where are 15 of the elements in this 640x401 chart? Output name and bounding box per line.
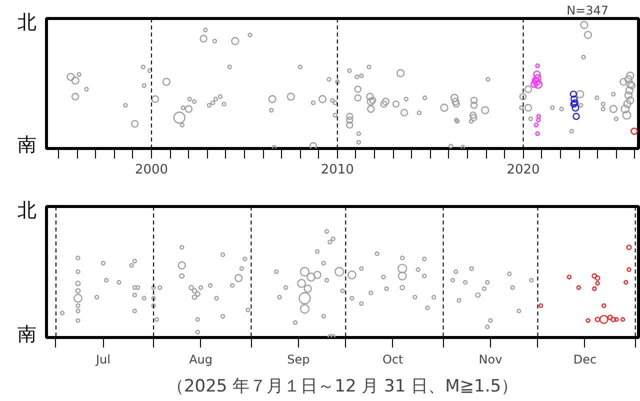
x-tick-label: Oct: [382, 352, 404, 366]
text: （2025 年７月１日～12 月 31 日、M≧1.5）: [166, 376, 518, 396]
x-tick-label: 2010: [320, 162, 354, 178]
x-tick-label: Sep: [287, 352, 310, 366]
x-tick-label: Aug: [189, 352, 213, 366]
x-tick-label: Jul: [94, 352, 110, 366]
text: 南: [18, 134, 36, 156]
x-tick-label: Dec: [573, 352, 597, 366]
text: N=347: [566, 4, 608, 18]
x-tick-label: 2020: [506, 162, 540, 178]
text: 北: [18, 199, 36, 222]
x-tick-label: Nov: [478, 352, 502, 366]
text: 北: [18, 11, 36, 34]
text: 南: [18, 323, 36, 346]
x-tick-label: 2000: [134, 162, 168, 178]
